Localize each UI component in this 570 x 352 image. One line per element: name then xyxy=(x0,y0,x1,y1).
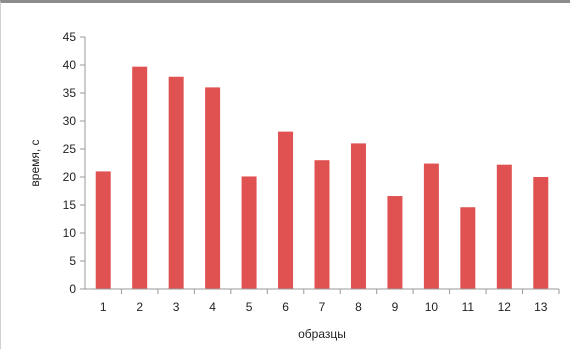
x-tick-label: 12 xyxy=(498,300,512,314)
y-tick-label: 30 xyxy=(63,114,77,128)
y-tick-label: 10 xyxy=(63,226,77,240)
x-tick-label: 7 xyxy=(319,300,326,314)
bar-1 xyxy=(95,171,111,289)
x-axis-title: образцы xyxy=(298,327,346,341)
x-tick-label: 1 xyxy=(100,300,107,314)
bar-6 xyxy=(278,131,294,289)
x-tick-label: 13 xyxy=(534,300,548,314)
x-tick-label: 11 xyxy=(462,300,475,314)
y-tick-label: 40 xyxy=(63,58,77,72)
bar-4 xyxy=(205,87,221,290)
bar-12 xyxy=(496,164,512,289)
y-tick-label: 5 xyxy=(69,254,76,268)
y-tick-label: 35 xyxy=(63,86,77,100)
bar-8 xyxy=(350,143,366,289)
bar-2 xyxy=(132,66,148,290)
x-tick-label: 3 xyxy=(173,300,180,314)
bar-13 xyxy=(533,177,549,289)
y-tick-label: 15 xyxy=(63,198,77,212)
y-axis-ticks: 0 5 10 15 20 25 30 35 40 45 xyxy=(63,30,85,296)
y-axis-title: время, с xyxy=(28,139,42,186)
bar-10 xyxy=(423,163,439,289)
x-tick-label: 4 xyxy=(209,300,216,314)
x-tick-label: 9 xyxy=(392,300,399,314)
y-tick-label: 20 xyxy=(63,170,77,184)
bars xyxy=(95,66,549,290)
x-tick-label: 5 xyxy=(246,300,253,314)
y-tick-label: 0 xyxy=(69,282,76,296)
x-tick-label: 10 xyxy=(425,300,439,314)
x-tick-label: 6 xyxy=(282,300,289,314)
bar-11 xyxy=(460,207,476,289)
bar-5 xyxy=(241,176,257,289)
bar-7 xyxy=(314,160,330,289)
bar-9 xyxy=(387,196,403,289)
y-tick-label: 45 xyxy=(63,30,77,44)
bar-3 xyxy=(168,76,184,289)
x-tick-label: 8 xyxy=(355,300,362,314)
x-tick-label: 2 xyxy=(136,300,143,314)
y-tick-label: 25 xyxy=(63,142,77,156)
x-axis-ticks: 1 2 3 4 5 6 7 8 9 10 11 12 13 xyxy=(100,289,560,314)
